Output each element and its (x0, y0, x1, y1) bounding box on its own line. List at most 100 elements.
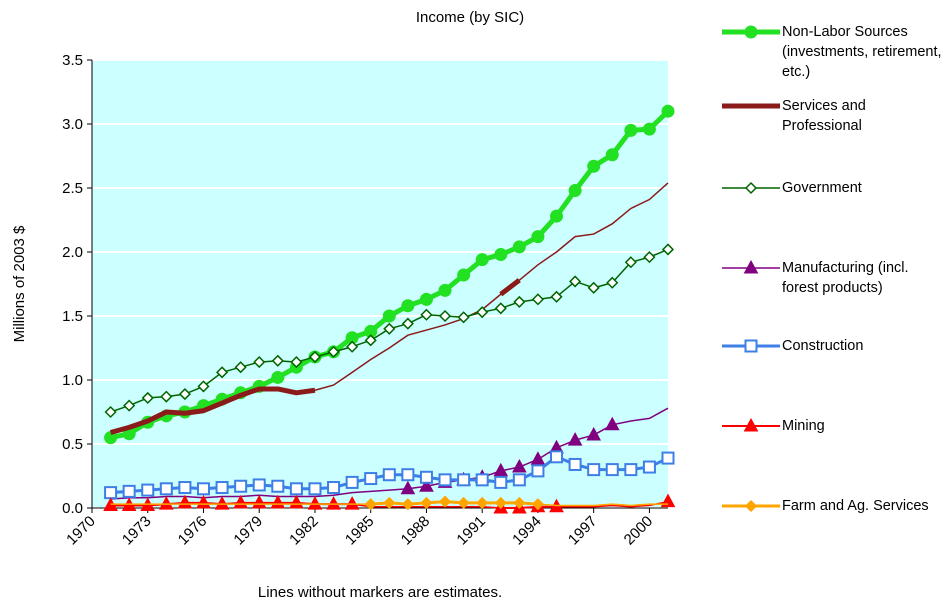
marker (400, 480, 416, 495)
marker (216, 366, 229, 379)
y-axis-label: Millions of 2003 $ (11, 225, 28, 342)
marker (743, 417, 759, 432)
marker (401, 299, 415, 313)
marker (289, 482, 303, 496)
marker (476, 306, 489, 319)
marker (476, 496, 489, 509)
marker (141, 391, 154, 404)
marker (661, 451, 675, 465)
marker (215, 481, 229, 495)
x-tick-label: 1997 (565, 513, 601, 549)
x-tick-label: 1994 (509, 513, 545, 549)
marker (475, 473, 489, 487)
legend-label: Mining (782, 418, 825, 434)
marker (438, 309, 452, 323)
marker (234, 479, 248, 493)
marker (327, 481, 341, 495)
marker (493, 462, 509, 477)
marker (160, 390, 173, 403)
series-line (370, 500, 539, 506)
marker (569, 275, 582, 288)
marker (744, 181, 758, 195)
marker (642, 460, 656, 474)
marker (642, 122, 656, 136)
marker (744, 25, 758, 39)
marker (364, 472, 378, 486)
marker (494, 248, 508, 262)
legend-label: Government (782, 180, 862, 196)
marker (401, 317, 414, 330)
marker (457, 496, 470, 509)
estimate-line (110, 503, 668, 507)
y-tick-label: 1.5 (62, 308, 83, 325)
y-tick-label: 0.0 (62, 500, 83, 517)
marker (327, 345, 340, 358)
marker (475, 253, 489, 267)
marker (568, 457, 582, 471)
marker (661, 104, 675, 118)
marker (159, 482, 173, 496)
marker (744, 499, 758, 513)
marker (531, 498, 544, 511)
marker (587, 281, 600, 294)
series-line (109, 278, 521, 435)
marker (606, 276, 619, 289)
footnote: Lines without markers are estimates. (258, 584, 502, 601)
marker (271, 354, 284, 367)
marker (104, 405, 117, 419)
marker (419, 478, 434, 492)
marker (513, 295, 526, 308)
marker (513, 496, 526, 509)
marker (587, 159, 601, 173)
marker (383, 322, 396, 335)
marker (531, 230, 545, 244)
marker (252, 478, 266, 492)
marker (158, 496, 174, 510)
marker (383, 496, 396, 509)
marker (438, 283, 452, 297)
marker (271, 479, 285, 493)
x-tick-label: 2000 (621, 513, 657, 549)
marker (123, 399, 136, 412)
marker (196, 482, 210, 496)
marker (531, 293, 544, 306)
marker (178, 388, 191, 401)
marker (512, 473, 526, 487)
marker (624, 123, 638, 137)
marker (419, 470, 433, 484)
x-tick-label: 1985 (342, 513, 378, 549)
legend-label: Construction (782, 338, 864, 354)
x-tick-label: 1973 (119, 513, 155, 549)
y-tick-label: 1.0 (62, 372, 83, 389)
x-tick-label: 1988 (398, 513, 434, 549)
marker (586, 426, 602, 441)
marker (271, 370, 285, 384)
marker (567, 432, 583, 446)
x-tick-label: 1970 (63, 513, 99, 549)
marker (344, 496, 360, 510)
y-tick-label: 0.5 (62, 436, 83, 453)
marker (326, 496, 341, 510)
marker (494, 475, 508, 489)
marker (345, 475, 359, 489)
marker (550, 290, 563, 303)
marker (643, 251, 656, 264)
marker (605, 148, 619, 162)
marker (550, 209, 564, 223)
estimate-line (314, 182, 669, 391)
marker (457, 473, 471, 487)
marker (122, 484, 136, 498)
marker (743, 259, 759, 274)
legend-label: Farm and Ag. Services (782, 498, 929, 514)
marker (744, 339, 758, 353)
marker (624, 256, 637, 269)
marker (307, 496, 323, 510)
y-tick-label: 3.0 (62, 116, 83, 133)
marker (308, 482, 322, 496)
marker (382, 309, 396, 323)
x-tick-label: 1976 (175, 513, 211, 549)
legend-label: Non-Labor Sources (investments, retireme… (782, 24, 942, 80)
x-tick-label: 1991 (453, 513, 489, 549)
marker (234, 361, 247, 374)
